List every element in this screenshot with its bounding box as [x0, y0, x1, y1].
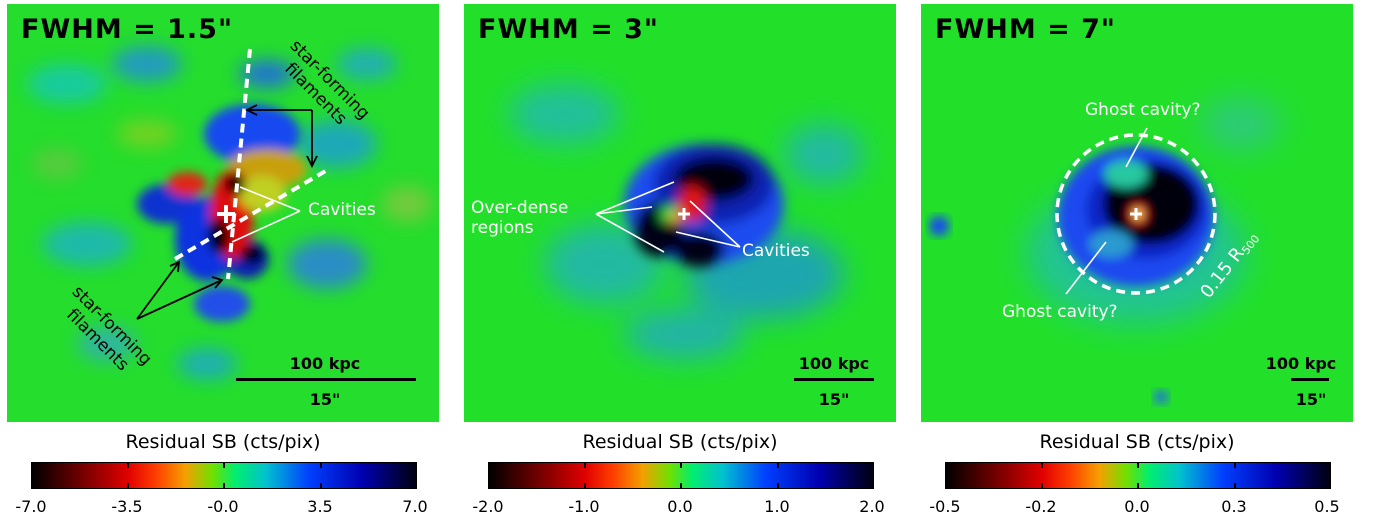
- panel-title: FWHM = 7": [935, 14, 1116, 45]
- scale-kpc: 100 kpc: [289, 354, 361, 373]
- colorbar-tick: [320, 483, 322, 489]
- panel-fwhm-7: FWHM = 7" Ghost cavity? Ghost cavity? 0.…: [914, 0, 1371, 521]
- cavities-label: Cavities: [742, 241, 810, 261]
- ghost-cavity-top-label: Ghost cavity?: [1085, 100, 1201, 120]
- colorbar-tick: [127, 462, 129, 468]
- panel-title: FWHM = 3": [478, 14, 659, 45]
- colorbar-tick-label: -7.0: [15, 497, 47, 516]
- scale-bar: [1291, 378, 1329, 381]
- panel-fwhm-3: FWHM = 3" Over-dense regions Cavities 10…: [457, 0, 914, 521]
- colorbar-tick-label: 3.5: [307, 497, 333, 516]
- colorbar-tick: [223, 483, 225, 489]
- colorbar-tick-label: 7.0: [402, 497, 428, 516]
- colorbar-tick-label: 0.3: [1221, 497, 1247, 516]
- colorbar-tick: [1234, 462, 1236, 468]
- colorbar-tick-label: -2.0: [472, 497, 504, 516]
- colorbar-tick: [1234, 483, 1236, 489]
- colorbar-tick-label: 0.0: [667, 497, 693, 516]
- overdense-label: Over-dense regions: [471, 198, 569, 238]
- colorbar-tick: [584, 462, 586, 468]
- colorbar-tick-label: 0.5: [1314, 497, 1340, 516]
- colorbar-label: Residual SB (cts/pix): [125, 431, 321, 453]
- colorbar-tick-label: -3.5: [111, 497, 143, 516]
- colorbar-tick-label: -0.2: [1025, 497, 1057, 516]
- colorbar-label: Residual SB (cts/pix): [1039, 431, 1235, 453]
- colorbar-tick: [680, 462, 682, 468]
- colorbar-tick: [1041, 483, 1043, 489]
- scale-bar: [236, 378, 416, 381]
- residual-image-1: [7, 4, 439, 422]
- residual-image-2: [464, 4, 896, 422]
- colorbar-tick: [127, 483, 129, 489]
- colorbar-tick-label: -0.5: [929, 497, 961, 516]
- colorbar-tick: [320, 462, 322, 468]
- colorbar-tick: [680, 483, 682, 489]
- colorbar-tick: [777, 462, 779, 468]
- residual-image-3: [921, 4, 1353, 422]
- colorbar-tick-label: 1.0: [764, 497, 790, 516]
- ghost-cavity-bottom-label: Ghost cavity?: [1002, 302, 1118, 322]
- scale-arcsec: 15": [1295, 390, 1327, 409]
- scale-arcsec: 15": [818, 390, 850, 409]
- colorbar-tick-label: -1.0: [568, 497, 600, 516]
- scale-kpc: 100 kpc: [798, 354, 870, 373]
- colorbar-tick-label: 2.0: [859, 497, 885, 516]
- colorbar-tick: [1137, 483, 1139, 489]
- scale-bar: [794, 378, 874, 381]
- colorbar-tick: [584, 483, 586, 489]
- colorbar-tick-label: 0.0: [1124, 497, 1150, 516]
- scale-arcsec: 15": [309, 390, 341, 409]
- colorbar-tick-label: -0.0: [207, 497, 239, 516]
- panel-fwhm-1-5: FWHM = 1.5" star-forming filaments star-…: [0, 0, 457, 521]
- colorbar-tick: [1137, 462, 1139, 468]
- scale-kpc: 100 kpc: [1265, 354, 1337, 373]
- colorbar-label: Residual SB (cts/pix): [582, 431, 778, 453]
- colorbar-tick: [777, 483, 779, 489]
- colorbar-tick: [1041, 462, 1043, 468]
- colorbar-tick: [223, 462, 225, 468]
- cavities-label: Cavities: [308, 200, 376, 220]
- panel-title: FWHM = 1.5": [21, 14, 234, 45]
